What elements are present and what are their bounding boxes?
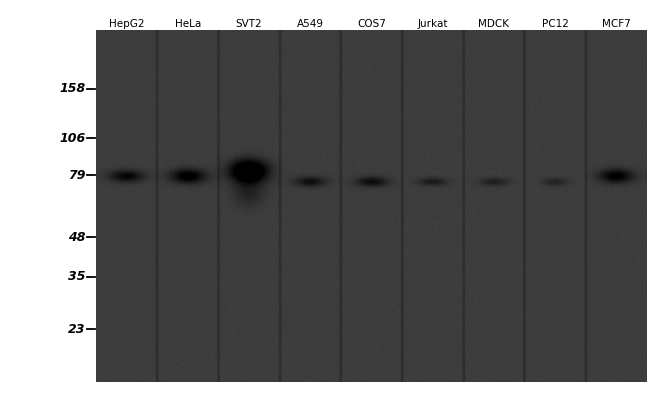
Text: 23: 23: [68, 323, 86, 336]
Text: A549: A549: [297, 19, 324, 29]
Text: 48: 48: [68, 231, 86, 244]
Text: Jurkat: Jurkat: [417, 19, 448, 29]
Text: HepG2: HepG2: [109, 19, 144, 29]
Text: MDCK: MDCK: [478, 19, 510, 29]
Text: PC12: PC12: [541, 19, 569, 29]
Text: 106: 106: [60, 132, 86, 145]
Text: COS7: COS7: [357, 19, 386, 29]
Text: MCF7: MCF7: [602, 19, 630, 29]
Text: 79: 79: [68, 168, 86, 182]
Text: 35: 35: [68, 270, 86, 283]
Text: HeLa: HeLa: [175, 19, 201, 29]
Text: SVT2: SVT2: [236, 19, 263, 29]
Text: 158: 158: [60, 82, 86, 95]
